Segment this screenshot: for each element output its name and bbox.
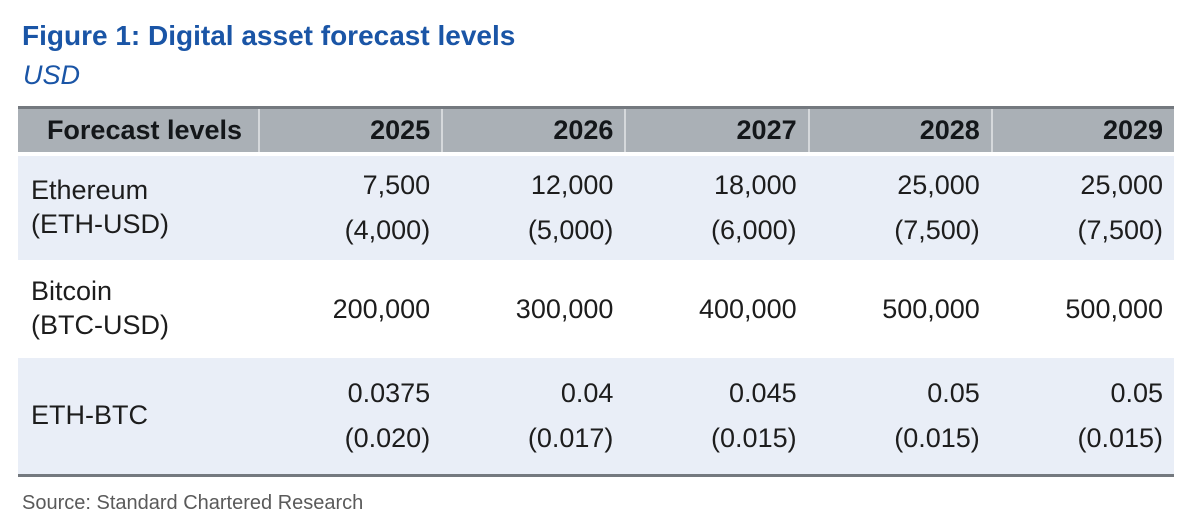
value-primary: 0.0375 — [347, 378, 431, 409]
source-note: Source: Standard Chartered Research — [22, 491, 364, 514]
value-cell: 12,000 (5,000) — [441, 156, 624, 260]
value-primary: 12,000 — [530, 170, 614, 201]
header-cell-forecast-levels: Forecast levels — [46, 114, 243, 145]
row-label-line1: Ethereum — [31, 175, 149, 206]
header-cell-2029: 2029 — [990, 108, 1174, 152]
value-cell: 18,000 (6,000) — [624, 156, 807, 260]
row-label-eth-btc: ETH-BTC — [18, 358, 258, 474]
value-secondary: (7,500) — [1077, 215, 1164, 246]
value-primary: 0.05 — [1110, 378, 1164, 409]
value-cell: 0.05 (0.015) — [991, 358, 1174, 474]
header-cell-2027: 2027 — [624, 108, 807, 152]
value-primary: 500,000 — [1065, 293, 1164, 324]
table-header-row: Forecast levels 2025 2026 2027 2028 2029 — [18, 105, 1174, 152]
table-row-ethereum: Ethereum (ETH-USD) 7,500 (4,000) 12,000 … — [18, 155, 1174, 260]
value-primary: 0.045 — [729, 378, 797, 409]
value-cell: 7,500 (4,000) — [258, 156, 441, 260]
value-cell: 25,000 (7,500) — [991, 156, 1174, 260]
value-primary: 400,000 — [699, 293, 797, 324]
value-secondary: (5,000) — [527, 215, 614, 246]
value-primary: 0.05 — [927, 378, 980, 409]
header-cell-2026: 2026 — [441, 108, 624, 152]
value-cell: 0.0375 (0.020) — [258, 358, 441, 474]
value-secondary: (7,500) — [894, 215, 980, 246]
row-label-line1: ETH-BTC — [31, 400, 148, 431]
row-label-line2: (BTC-USD) — [31, 310, 169, 341]
value-primary: 500,000 — [882, 293, 980, 324]
value-secondary: (0.015) — [1077, 423, 1164, 454]
row-label-bitcoin: Bitcoin (BTC-USD) — [18, 260, 258, 358]
row-label-ethereum: Ethereum (ETH-USD) — [18, 156, 258, 260]
value-secondary: (0.015) — [711, 423, 797, 454]
value-primary: 200,000 — [332, 293, 431, 324]
row-label-line2: (ETH-USD) — [31, 209, 169, 240]
value-cell: 400,000 — [624, 260, 807, 358]
table-row-bitcoin: Bitcoin (BTC-USD) 200,000 300,000 400,00… — [18, 259, 1174, 358]
value-cell: 500,000 — [808, 260, 991, 358]
value-secondary: (0.017) — [527, 423, 614, 454]
row-label-line1: Bitcoin — [31, 276, 113, 307]
value-secondary: (0.015) — [894, 423, 980, 454]
value-primary: 7,500 — [362, 170, 431, 201]
value-cell: 300,000 — [441, 260, 624, 358]
value-cell: 0.045 (0.015) — [624, 358, 807, 474]
figure-subtitle: USD — [23, 60, 81, 91]
forecast-table: Forecast levels 2025 2026 2027 2028 2029… — [18, 105, 1174, 477]
value-secondary: (6,000) — [711, 215, 797, 246]
value-cell: 0.04 (0.017) — [441, 358, 624, 474]
figure-title: Figure 1: Digital asset forecast levels — [22, 20, 516, 51]
value-cell: 0.05 (0.015) — [808, 358, 991, 474]
value-cell: 500,000 — [991, 260, 1174, 358]
value-primary: 18,000 — [714, 170, 797, 201]
table-row-eth-btc: ETH-BTC 0.0375 (0.020) 0.04 (0.017) 0.04… — [18, 357, 1174, 474]
value-primary: 300,000 — [515, 293, 614, 324]
value-primary: 0.04 — [560, 378, 614, 409]
header-cell-2025: 2025 — [258, 108, 441, 152]
value-secondary: (4,000) — [344, 215, 431, 246]
value-secondary: (0.020) — [344, 423, 431, 454]
header-cell-2028: 2028 — [807, 108, 991, 152]
value-cell: 25,000 (7,500) — [808, 156, 991, 260]
value-primary: 25,000 — [1080, 170, 1164, 201]
value-cell: 200,000 — [258, 260, 441, 358]
value-primary: 25,000 — [897, 170, 980, 201]
